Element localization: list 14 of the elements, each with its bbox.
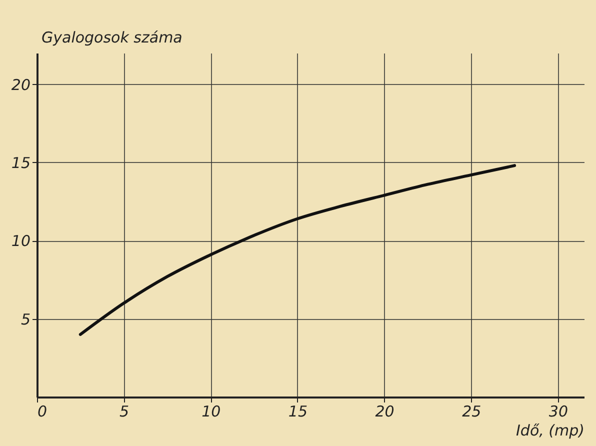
y-tick-label: 20: [11, 76, 30, 94]
y-tick-label: 5: [20, 310, 30, 328]
x-tick-label: 10: [202, 402, 221, 420]
x-tick-label: 25: [462, 402, 482, 420]
x-tick-label: 15: [288, 402, 308, 420]
x-axis-title: Idő, (mp): [516, 422, 584, 440]
y-axis-title: Gyalogosok száma: [42, 28, 182, 46]
y-tick-label: 15: [11, 154, 30, 172]
x-tick-label: 30: [548, 402, 568, 420]
line-series: [78, 164, 516, 336]
x-tick-label: 0: [38, 402, 48, 420]
y-tick-label: 10: [11, 232, 30, 250]
x-tick-label: 5: [120, 402, 130, 420]
x-tick-label: 20: [375, 402, 394, 420]
